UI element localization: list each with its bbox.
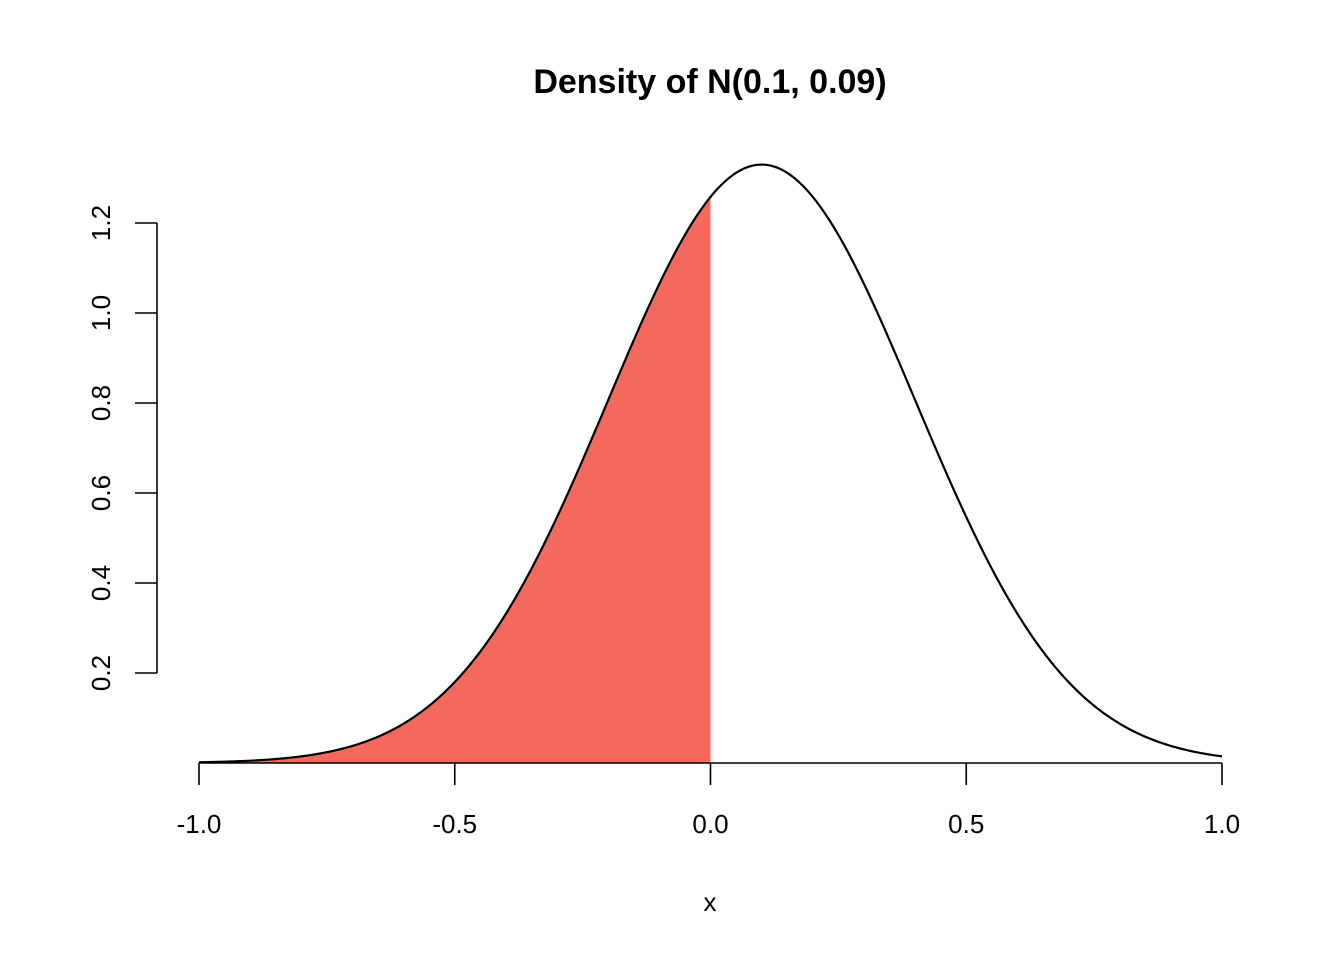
x-axis-label: x — [704, 887, 717, 917]
chart-title: Density of N(0.1, 0.09) — [533, 63, 886, 101]
density-curve — [198, 163, 1223, 764]
shaded-area-layer — [199, 196, 711, 763]
shaded-area — [199, 196, 711, 763]
x-tick-label: -1.0 — [177, 809, 222, 839]
y-tick-label: 0.6 — [86, 475, 116, 511]
y-tick-label: 0.2 — [86, 655, 116, 691]
y-tick-label: 0.8 — [86, 385, 116, 421]
y-tick-label: 1.2 — [86, 205, 116, 241]
x-tick-label: 0.5 — [948, 809, 984, 839]
density-curve-layer — [198, 163, 1223, 764]
y-tick-label: 0.4 — [86, 565, 116, 601]
y-tick-label: 1.0 — [86, 295, 116, 331]
y-axis: 0.2 0.4 0.6 0.8 1.0 1.2 — [86, 205, 158, 691]
x-tick-label: 0.0 — [692, 809, 728, 839]
x-tick-label: 1.0 — [1204, 809, 1240, 839]
x-axis: -1.0 -0.5 0.0 0.5 1.0 — [177, 762, 1240, 839]
x-tick-label: -0.5 — [432, 809, 477, 839]
